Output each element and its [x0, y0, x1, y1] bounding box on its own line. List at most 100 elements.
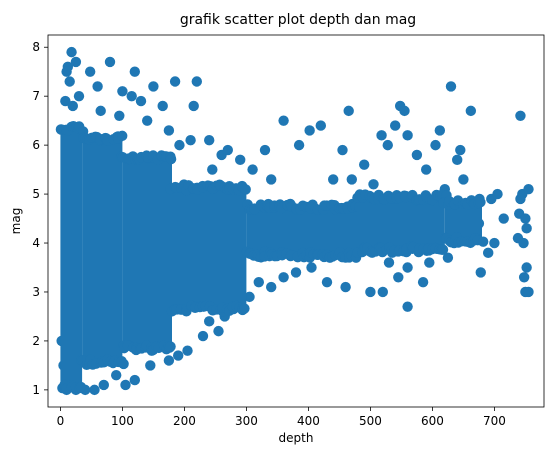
data-point — [75, 381, 87, 393]
chart-title: grafik scatter plot depth dan mag — [180, 12, 416, 28]
data-point — [399, 105, 410, 117]
dense-point-clusters — [55, 121, 489, 394]
data-point — [84, 66, 96, 77]
y-tick-label: 4 — [32, 236, 40, 250]
data-point — [129, 66, 140, 77]
data-point — [266, 281, 277, 293]
y-tick-label: 2 — [32, 334, 40, 348]
dense-cluster — [165, 179, 251, 317]
data-point — [145, 360, 156, 371]
data-point — [376, 130, 387, 141]
data-point — [259, 144, 271, 156]
data-point — [315, 120, 326, 131]
data-point — [382, 139, 393, 151]
data-point — [222, 144, 233, 156]
dense-core — [122, 158, 172, 347]
dense-core — [246, 207, 358, 254]
data-point — [515, 110, 526, 121]
y-tick-label: 5 — [32, 187, 40, 201]
x-tick-label: 700 — [483, 414, 506, 428]
data-point — [120, 379, 131, 391]
data-point — [442, 252, 454, 263]
data-point — [92, 81, 103, 92]
data-point — [498, 213, 509, 224]
data-point — [465, 105, 477, 117]
data-point — [390, 120, 401, 131]
data-point — [182, 345, 193, 356]
data-point — [66, 46, 77, 58]
data-point — [142, 115, 153, 126]
data-point — [70, 56, 82, 68]
data-point — [185, 135, 196, 146]
x-tick-label: 200 — [173, 414, 196, 428]
data-point — [402, 130, 413, 141]
data-point — [424, 257, 435, 268]
data-point — [64, 76, 75, 87]
dense-core — [358, 198, 445, 249]
data-point — [117, 130, 128, 142]
data-point — [521, 223, 532, 234]
data-point — [60, 95, 71, 107]
data-point — [359, 159, 370, 170]
data-point — [377, 286, 388, 298]
y-axis-ticks: 1 2 3 4 5 6 7 8 — [32, 40, 48, 397]
data-point — [321, 276, 333, 288]
x-tick-label: 400 — [297, 414, 320, 428]
data-point — [118, 358, 129, 370]
data-point — [489, 237, 500, 249]
data-point — [266, 174, 277, 185]
data-point — [475, 197, 486, 208]
data-point — [483, 247, 494, 259]
data-point — [163, 355, 175, 366]
data-point — [383, 257, 395, 268]
data-point — [492, 188, 503, 200]
data-point — [278, 272, 289, 283]
y-tick-label: 1 — [32, 383, 40, 397]
data-point — [278, 115, 289, 126]
plot-frame — [47, 34, 545, 408]
data-point — [95, 105, 106, 117]
data-point — [148, 81, 159, 92]
data-point — [129, 374, 140, 386]
data-point — [61, 66, 72, 77]
data-point — [304, 125, 315, 136]
data-point — [244, 291, 255, 303]
x-tick-label: 0 — [57, 414, 65, 428]
dense-cluster — [116, 150, 177, 356]
data-point — [477, 236, 489, 247]
data-point — [521, 262, 532, 273]
data-point — [165, 341, 176, 352]
data-point — [393, 272, 404, 283]
dense-cluster — [55, 121, 89, 394]
data-point — [523, 183, 534, 195]
data-point — [434, 125, 446, 136]
dense-cluster — [352, 189, 452, 258]
data-point — [293, 139, 305, 151]
data-point — [165, 153, 177, 165]
data-point — [213, 325, 224, 337]
data-point — [204, 316, 215, 327]
data-point — [98, 379, 110, 391]
data-point — [520, 213, 531, 224]
data-point — [337, 144, 348, 156]
data-point — [235, 154, 246, 166]
data-point — [417, 276, 429, 288]
x-tick-label: 600 — [421, 414, 444, 428]
data-point — [135, 95, 147, 107]
x-tick-label: 500 — [359, 414, 382, 428]
dense-cluster — [438, 193, 489, 249]
data-point — [126, 90, 137, 102]
dense-core — [82, 139, 123, 362]
dense-core — [60, 129, 83, 386]
y-tick-label: 7 — [32, 89, 40, 103]
data-point — [445, 81, 457, 92]
data-point — [173, 350, 184, 361]
data-point — [290, 267, 302, 278]
data-point — [452, 154, 463, 166]
data-point — [240, 184, 251, 195]
data-point — [111, 369, 122, 381]
data-point — [515, 193, 526, 205]
data-point — [197, 330, 209, 342]
data-point — [523, 286, 534, 298]
